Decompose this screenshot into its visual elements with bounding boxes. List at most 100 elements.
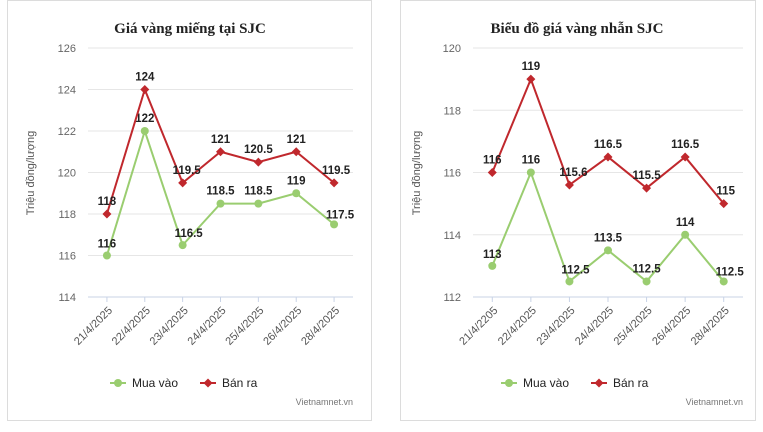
legend-marker	[114, 379, 122, 387]
x-tick-label: 26/4/2025	[261, 305, 304, 348]
y-tick-label: 126	[58, 43, 76, 55]
data-label: 118.5	[244, 186, 273, 198]
data-point	[681, 230, 690, 239]
x-tick-label: 28/4/2025	[689, 305, 732, 348]
data-point	[488, 261, 497, 270]
data-label: 121	[211, 134, 231, 146]
data-label: 116.5	[175, 228, 204, 240]
data-point	[526, 168, 535, 177]
x-tick-label: 21/4/2025	[72, 305, 115, 348]
data-point	[140, 127, 149, 135]
x-tick-label: 21/4/2205	[457, 305, 500, 348]
watermark: Vietnamnet.vn	[296, 397, 353, 407]
data-label: 117.5	[326, 209, 355, 221]
y-tick-label: 120	[58, 168, 76, 180]
data-label: 115	[716, 186, 735, 198]
data-label: 122	[135, 113, 154, 125]
data-point	[291, 147, 301, 157]
data-point	[329, 178, 339, 188]
data-label: 119.5	[173, 165, 202, 177]
legend-item-mua-vao[interactable]: Mua vào	[501, 376, 569, 390]
data-point	[140, 85, 150, 94]
y-tick-label: 122	[58, 126, 76, 138]
data-label: 113	[483, 249, 502, 261]
chart-gold-ring-svg: Biểu đồ giá vàng nhẫn SJC Triệu đồng/lượ…	[411, 21, 745, 407]
data-label: 115.6	[559, 167, 587, 179]
y-tick-label: 116	[58, 251, 76, 263]
data-point	[330, 220, 339, 229]
y-tick-label: 124	[58, 85, 76, 97]
chart-title: Biểu đồ giá vàng nhẫn SJC	[491, 21, 664, 37]
data-label: 118	[98, 196, 117, 208]
data-label: 112.5	[632, 263, 661, 275]
watermark: Vietnamnet.vn	[686, 397, 743, 407]
chart-card-gold-ring: Biểu đồ giá vàng nhẫn SJC Triệu đồng/lượ…	[400, 0, 756, 421]
data-point	[642, 277, 651, 286]
y-tick-label: 120	[443, 43, 461, 55]
data-label: 114	[676, 217, 695, 229]
data-label: 113.5	[594, 232, 623, 244]
data-point	[526, 74, 536, 84]
y-axis-label: Triệu đồng/lượng	[25, 131, 37, 216]
x-tick-label: 25/4/2025	[612, 305, 655, 348]
data-label: 116	[483, 155, 502, 167]
data-label: 120.5	[244, 144, 273, 156]
data-label: 112.5	[716, 266, 745, 278]
data-point	[642, 183, 652, 193]
legend-item-ban-ra[interactable]: Bán ra	[200, 376, 258, 390]
data-point	[178, 241, 187, 250]
x-tick-label: 22/4/2025	[110, 305, 153, 348]
legend-marker	[203, 378, 213, 388]
y-tick-label: 118	[58, 209, 76, 221]
data-point	[564, 180, 574, 190]
x-tick-label: 28/4/2025	[299, 305, 342, 348]
data-label: 119	[522, 61, 541, 73]
x-tick-label: 26/4/2025	[650, 305, 693, 348]
data-label: 116	[98, 239, 117, 251]
chart-card-gold-bar: Giá vàng miếng tại SJC Triệu đồng/lượng …	[7, 0, 372, 421]
data-label: 118.5	[206, 186, 235, 198]
data-label: 119	[287, 175, 306, 187]
x-tick-label: 23/4/2025	[534, 305, 577, 348]
data-point	[719, 277, 728, 286]
legend-marker	[594, 378, 604, 388]
x-tick-label: 25/4/2025	[223, 305, 266, 348]
y-tick-label: 112	[443, 292, 461, 304]
data-point	[604, 246, 612, 255]
y-tick-label: 114	[443, 230, 461, 242]
x-tick-label: 22/4/2025	[496, 305, 539, 348]
data-point	[254, 199, 263, 208]
chart-gold-bar-svg: Giá vàng miếng tại SJC Triệu đồng/lượng …	[25, 21, 355, 407]
data-point	[565, 277, 574, 286]
data-label: 119.5	[322, 165, 351, 177]
y-tick-label: 118	[443, 105, 461, 117]
data-point	[603, 152, 613, 162]
chart-title: Giá vàng miếng tại SJC	[114, 21, 266, 37]
data-label: 121	[287, 134, 307, 146]
data-point	[216, 147, 225, 157]
data-label: 112.5	[561, 264, 590, 276]
data-point	[719, 199, 729, 209]
legend-label: Mua vào	[523, 376, 569, 390]
legend-marker	[505, 379, 513, 387]
data-point	[292, 189, 301, 198]
x-tick-label: 24/4/2025	[573, 305, 616, 348]
data-point	[680, 152, 690, 162]
data-label: 115.5	[632, 170, 661, 182]
data-label: 116	[522, 155, 541, 167]
data-point	[253, 157, 263, 167]
y-tick-label: 114	[58, 292, 76, 304]
data-label: 116.5	[594, 139, 623, 151]
x-tick-label: 24/4/2025	[186, 305, 229, 348]
legend-item-ban-ra[interactable]: Bán ra	[591, 376, 649, 390]
data-point	[216, 199, 225, 208]
x-tick-label: 23/4/2025	[148, 305, 191, 348]
data-point	[102, 209, 112, 219]
legend-label: Bán ra	[222, 376, 258, 390]
y-axis-label: Triệu đồng/lượng	[411, 131, 423, 216]
data-label: 124	[135, 72, 155, 84]
legend-label: Bán ra	[613, 376, 649, 390]
data-point	[487, 168, 497, 177]
legend-item-mua-vao[interactable]: Mua vào	[110, 376, 178, 390]
legend-label: Mua vào	[132, 376, 178, 390]
